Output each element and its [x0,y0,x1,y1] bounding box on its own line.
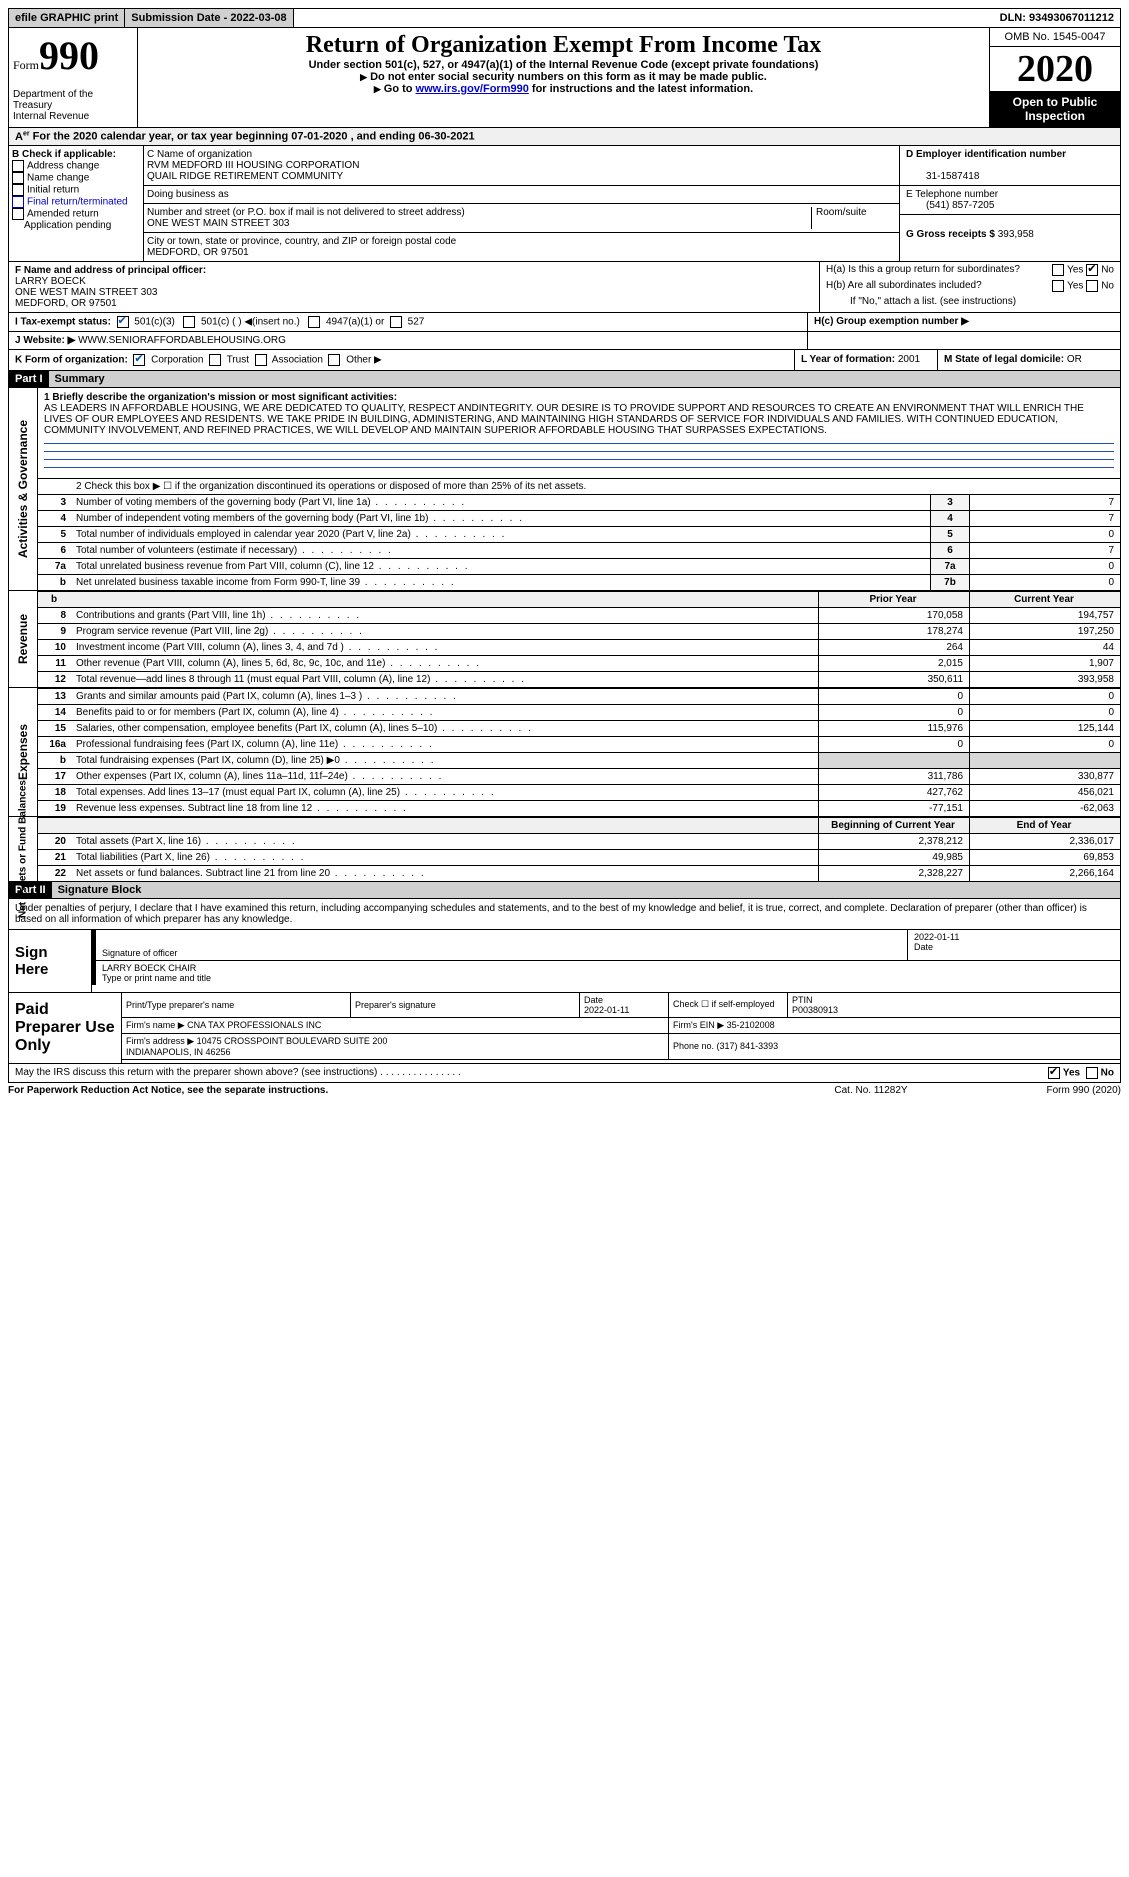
revenue-table: bPrior YearCurrent Year 8Contributions a… [38,591,1120,687]
netassets-table: Beginning of Current YearEnd of Year 20T… [38,817,1120,881]
row-a-taxyear: Aer For the 2020 calendar year, or tax y… [8,128,1121,146]
form-990-label: Form990 [13,32,133,79]
row-j: J Website: ▶ WWW.SENIORAFFORDABLEHOUSING… [8,332,1121,350]
subtitle-1: Under section 501(c), 527, or 4947(a)(1)… [142,59,985,71]
irs-link[interactable]: www.irs.gov/Form990 [416,83,529,95]
sign-here-block: Sign Here Signature of officer 2022-01-1… [8,930,1121,993]
sign-here-label: Sign Here [9,930,92,992]
side-label-rev: Revenue [16,614,30,664]
side-label-exp: Expenses [16,724,30,780]
page-footer: For Paperwork Reduction Act Notice, see … [8,1083,1121,1096]
box-deg: D Employer identification number31-15874… [900,146,1120,261]
box-c: C Name of organizationRVM MEDFORD III HO… [144,146,900,261]
dln: DLN: 93493067011212 [994,9,1120,27]
paid-preparer-block: Paid Preparer Use Only Print/Type prepar… [8,993,1121,1064]
row-k: K Form of organization: Corporation Trus… [8,350,1121,371]
side-label-net: Net Assets or Fund Balances [18,780,29,918]
row-i: I Tax-exempt status: 501(c)(3) 501(c) ( … [8,313,1121,332]
omb-number: OMB No. 1545-0047 [990,28,1120,47]
paid-preparer-label: Paid Preparer Use Only [9,993,122,1063]
dept-treasury: Department of the Treasury [13,89,133,111]
subdate-btn[interactable]: Submission Date - 2022-03-08 [125,9,293,27]
room-suite: Room/suite [811,207,896,229]
tax-year: 2020 [990,47,1120,91]
side-label-gov: Activities & Governance [16,420,30,558]
section-netassets: Net Assets or Fund Balances Beginning of… [8,817,1121,882]
block-bcd: B Check if applicable: Address change Na… [8,146,1121,262]
form-title: Return of Organization Exempt From Incom… [142,32,985,59]
mission-block: 1 Briefly describe the organization's mi… [38,388,1120,478]
box-b: B Check if applicable: Address change Na… [9,146,144,261]
dept-irs: Internal Revenue [13,111,133,122]
efile-btn[interactable]: efile GRAPHIC print [9,9,125,27]
subtitle-3: Go to www.irs.gov/Form990 for instructio… [142,83,985,95]
perjury-declaration: Under penalties of perjury, I declare th… [8,899,1121,930]
form-header: Form990 Department of the Treasury Inter… [8,28,1121,128]
section-revenue: Revenue bPrior YearCurrent Year 8Contrib… [8,591,1121,688]
subtitle-2: Do not enter social security numbers on … [142,71,985,83]
may-irs-row: May the IRS discuss this return with the… [8,1064,1121,1083]
top-bar: efile GRAPHIC print Submission Date - 20… [8,8,1121,28]
box-h: H(a) Is this a group return for subordin… [820,262,1120,312]
expenses-table: 13Grants and similar amounts paid (Part … [38,688,1120,816]
part2-header: Part II Signature Block [8,882,1121,899]
section-governance: Activities & Governance 1 Briefly descri… [8,388,1121,591]
governance-table: 2 Check this box ▶ ☐ if the organization… [38,478,1120,590]
open-public: Open to Public Inspection [990,91,1120,127]
box-f: F Name and address of principal officer:… [9,262,820,312]
section-expenses: Expenses 13Grants and similar amounts pa… [8,688,1121,817]
block-fh: F Name and address of principal officer:… [8,262,1121,313]
part1-header: Part I Summary [8,371,1121,388]
